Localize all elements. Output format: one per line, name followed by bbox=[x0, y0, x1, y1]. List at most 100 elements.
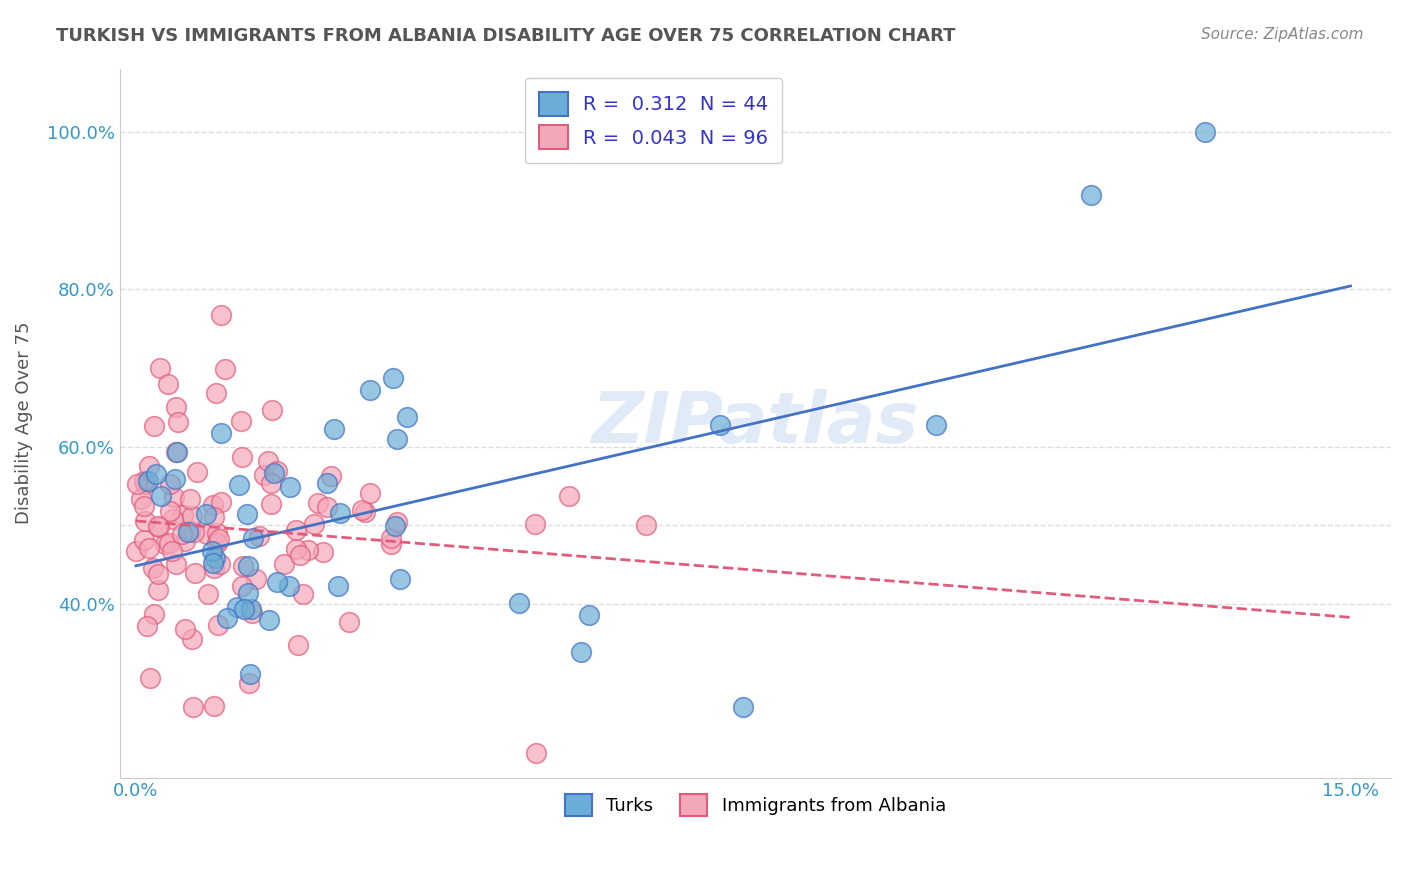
Point bbox=[153, 537, 176, 551]
Point bbox=[207, 618, 229, 632]
Point bbox=[263, 466, 285, 480]
Point bbox=[260, 475, 283, 490]
Point bbox=[142, 607, 165, 622]
Point bbox=[201, 544, 224, 558]
Point bbox=[142, 561, 165, 575]
Point bbox=[256, 454, 278, 468]
Point bbox=[242, 531, 264, 545]
Point bbox=[278, 480, 301, 494]
Point bbox=[252, 467, 274, 482]
Point bbox=[240, 606, 263, 620]
Point bbox=[202, 509, 225, 524]
Point bbox=[524, 746, 547, 760]
Point bbox=[508, 596, 530, 610]
Point bbox=[385, 515, 408, 529]
Point bbox=[132, 533, 155, 547]
Point bbox=[569, 644, 592, 658]
Point bbox=[385, 433, 408, 447]
Point bbox=[162, 511, 184, 525]
Point bbox=[195, 527, 218, 541]
Point bbox=[287, 638, 309, 652]
Point bbox=[266, 464, 288, 478]
Point bbox=[157, 535, 180, 549]
Point bbox=[208, 532, 231, 546]
Point bbox=[337, 615, 360, 629]
Point bbox=[321, 468, 343, 483]
Point bbox=[129, 492, 152, 507]
Point bbox=[557, 489, 579, 503]
Point bbox=[172, 508, 194, 523]
Point bbox=[245, 572, 267, 586]
Point bbox=[205, 525, 228, 540]
Point bbox=[132, 499, 155, 513]
Point bbox=[143, 419, 166, 434]
Point bbox=[240, 602, 263, 616]
Point bbox=[183, 524, 205, 539]
Point bbox=[354, 505, 377, 519]
Point bbox=[160, 544, 183, 558]
Point bbox=[578, 608, 600, 623]
Point bbox=[174, 622, 197, 636]
Point bbox=[284, 541, 307, 556]
Point bbox=[312, 545, 335, 559]
Point bbox=[233, 602, 256, 616]
Point bbox=[125, 543, 148, 558]
Point bbox=[159, 477, 181, 491]
Point bbox=[316, 476, 339, 491]
Point bbox=[232, 559, 254, 574]
Point bbox=[636, 518, 658, 533]
Point bbox=[1080, 187, 1102, 202]
Point bbox=[209, 308, 232, 322]
Point bbox=[396, 410, 419, 425]
Point bbox=[146, 566, 169, 581]
Text: Source: ZipAtlas.com: Source: ZipAtlas.com bbox=[1201, 27, 1364, 42]
Point bbox=[278, 579, 301, 593]
Point bbox=[326, 579, 349, 593]
Point bbox=[209, 425, 232, 440]
Point bbox=[238, 586, 260, 600]
Point bbox=[208, 557, 231, 571]
Point bbox=[184, 566, 207, 580]
Point bbox=[172, 526, 194, 541]
Point bbox=[138, 459, 160, 474]
Point bbox=[148, 518, 170, 533]
Point bbox=[350, 503, 373, 517]
Point bbox=[225, 599, 247, 614]
Point bbox=[148, 520, 170, 534]
Point bbox=[197, 587, 219, 601]
Point bbox=[181, 632, 204, 646]
Point bbox=[323, 422, 346, 436]
Point bbox=[167, 415, 190, 429]
Point bbox=[382, 371, 405, 385]
Point bbox=[733, 699, 755, 714]
Point bbox=[523, 516, 546, 531]
Point bbox=[359, 486, 381, 500]
Point bbox=[257, 613, 280, 627]
Point bbox=[231, 450, 253, 464]
Point bbox=[145, 467, 167, 482]
Y-axis label: Disability Age Over 75: Disability Age Over 75 bbox=[15, 322, 32, 524]
Point bbox=[215, 610, 238, 624]
Point bbox=[134, 474, 156, 488]
Point bbox=[202, 699, 225, 714]
Legend: Turks, Immigrants from Albania: Turks, Immigrants from Albania bbox=[555, 785, 955, 825]
Point bbox=[139, 671, 162, 685]
Point bbox=[389, 572, 412, 586]
Point bbox=[238, 558, 260, 573]
Point bbox=[925, 418, 948, 433]
Point bbox=[247, 529, 270, 543]
Point bbox=[202, 561, 225, 575]
Point bbox=[173, 533, 195, 548]
Point bbox=[149, 489, 172, 503]
Text: ZIPatlas: ZIPatlas bbox=[592, 389, 920, 458]
Point bbox=[302, 517, 325, 532]
Point bbox=[148, 583, 170, 598]
Point bbox=[260, 497, 283, 511]
Point bbox=[315, 500, 337, 514]
Point bbox=[214, 362, 236, 376]
Point bbox=[165, 557, 187, 571]
Point bbox=[125, 476, 148, 491]
Point bbox=[260, 403, 283, 417]
Point bbox=[157, 376, 180, 391]
Point bbox=[136, 619, 159, 633]
